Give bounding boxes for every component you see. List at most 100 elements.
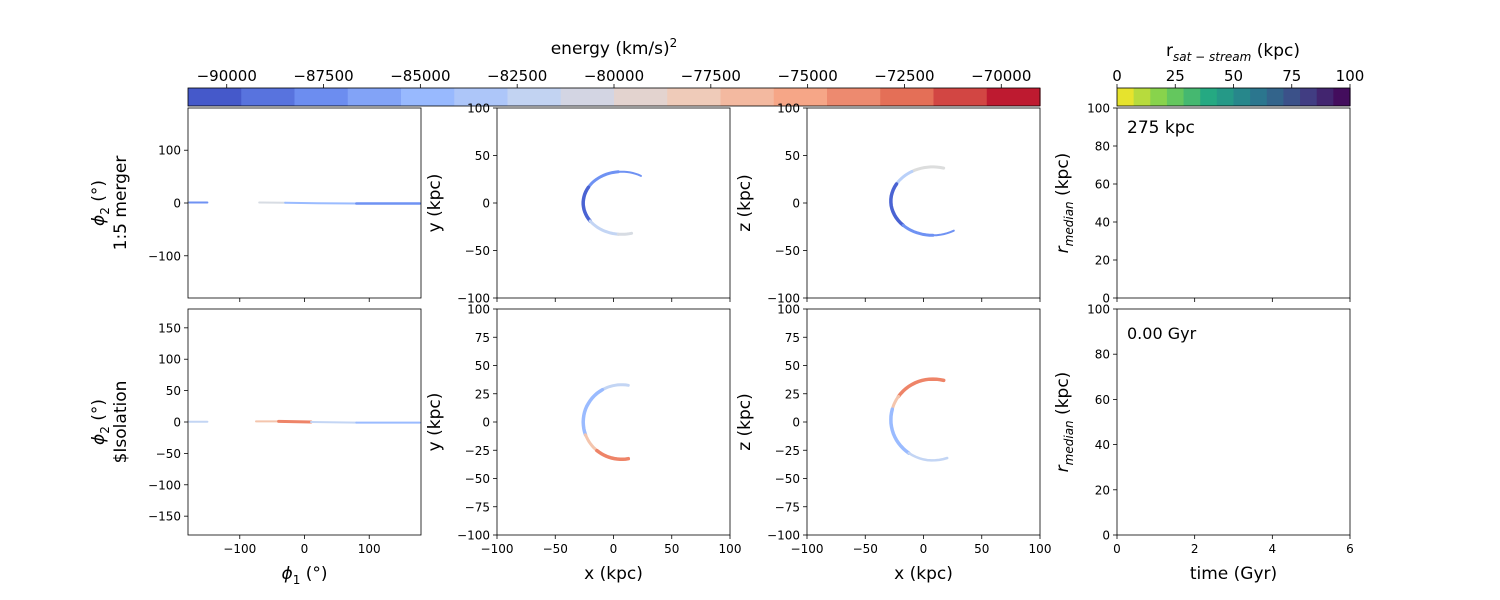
y-tick-label: −100 <box>767 292 800 306</box>
y-tick-label: −100 <box>148 249 181 263</box>
y-tick-label: 100 <box>1087 102 1110 116</box>
y-tick-label: 150 <box>158 321 181 335</box>
plot-content <box>188 419 421 424</box>
y-tick-label: 100 <box>1087 303 1110 317</box>
colorbar-segment <box>827 88 881 106</box>
stream-segment <box>584 433 599 453</box>
colorbar-segment <box>1117 88 1135 106</box>
y-tick-label: 25 <box>475 387 490 401</box>
plot-area <box>497 108 730 298</box>
colorbar-tick-label: −80000 <box>584 67 644 85</box>
colorbar-tick-label: 75 <box>1282 67 1301 85</box>
y-tick-label: 50 <box>166 384 181 398</box>
y-tick-label: 100 <box>467 303 490 317</box>
stream-segment <box>931 229 955 237</box>
stream-segment <box>595 448 631 462</box>
colorbar-segment <box>294 88 349 106</box>
y-axis-label: y (kpc) <box>425 393 445 452</box>
y-tick-label: 0 <box>173 197 181 211</box>
row2-r-axes: 0 20 40 60 80 100 0 2 4 6 rmedian (kpc) time (Gyr) 0… <box>1053 303 1354 585</box>
y-axis-label: z (kpc) <box>735 174 755 232</box>
rsat-colorbar: 0 25 50 75 100 rsat − stream (kpc) <box>1112 41 1364 107</box>
plot-area <box>497 309 730 535</box>
x-tick-label: 0 <box>301 542 309 556</box>
y-label-unit: (kpc) <box>1053 372 1073 421</box>
plot-area <box>1117 108 1350 298</box>
row1-r-axes: 0 20 40 60 80 100 rmedian (kpc) 275 kpc <box>1053 102 1351 306</box>
axes-frame <box>496 107 731 299</box>
colorbar-tick-label: −75000 <box>777 67 837 85</box>
stream-segment <box>617 170 642 177</box>
x-tick-label: 100 <box>358 542 381 556</box>
y-tick-label: 20 <box>1095 254 1110 268</box>
colorbar-segment <box>1316 88 1334 106</box>
y-tick-label: −150 <box>148 510 181 524</box>
row2-xy-axes: −100 −75 −50 −25 0 25 50 75 100 −100 −50 0 50 100 y (k… <box>425 303 741 585</box>
y-label-main: r <box>1053 245 1073 253</box>
plot-content <box>581 170 642 236</box>
colorbar-tick-label: −85000 <box>390 67 450 85</box>
y-tick-label: −50 <box>775 244 800 258</box>
colorbar-segment <box>1200 88 1218 106</box>
colorbar-segment <box>933 88 988 106</box>
row1-xz-axes: −100 −50 0 50 100 z (kpc) <box>735 102 1041 306</box>
colorbar-segment <box>1233 88 1251 106</box>
energy-label-text: energy (km/s) <box>551 39 670 59</box>
x-axis-label: x (kpc) <box>894 564 953 584</box>
y-label-subscript: median <box>1062 201 1076 246</box>
plot-area <box>1117 309 1350 535</box>
y-tick-label: 100 <box>158 144 181 158</box>
y-axis-label: rmedian (kpc) <box>1053 153 1076 254</box>
distance-annotation: 275 kpc <box>1127 118 1195 138</box>
colorbar-segment <box>454 88 509 106</box>
stream-segment <box>889 182 905 228</box>
energy-colorbar-label: energy (km/s)2 <box>551 36 678 59</box>
colorbar-segment <box>667 88 722 106</box>
colorbar-segment <box>1150 88 1168 106</box>
time-annotation: 0.00 Gyr <box>1127 324 1197 343</box>
colorbar-segment <box>1183 88 1201 106</box>
energy-colorbar: −90000 −87500 −85000 −82500 −80000 −77500 −750… <box>187 36 1041 107</box>
x-tick-label: 0 <box>920 542 928 556</box>
stream-segment <box>586 170 620 189</box>
y-tick-label: −75 <box>465 500 490 514</box>
plot-content <box>889 165 955 237</box>
x-tick-label: −50 <box>853 542 878 556</box>
y-label-unit: (kpc) <box>1053 153 1073 202</box>
rsat-label-subscript: sat − stream <box>1173 50 1251 64</box>
rsat-label-unit: (kpc) <box>1251 41 1300 61</box>
rsat-label-main: r <box>1166 41 1173 61</box>
y-label-main: ϕ <box>89 215 109 226</box>
x-axis-label: ϕ1 (°) <box>281 564 327 587</box>
y-tick-label: −50 <box>465 244 490 258</box>
plot-content <box>188 201 421 205</box>
y-axis-label-line2: 1:5 merger <box>111 156 131 251</box>
stream-segment <box>895 170 914 186</box>
colorbar-segment <box>1333 88 1351 106</box>
stream-segment <box>277 419 313 424</box>
colorbar-segment <box>507 88 562 106</box>
colorbar-segment <box>401 88 455 106</box>
axes-frame <box>806 107 1041 299</box>
plot-content <box>581 383 631 462</box>
colorbar-segment <box>1250 88 1268 106</box>
y-tick-label: 100 <box>777 303 800 317</box>
y-tick-label: 75 <box>785 331 800 345</box>
axes-frame <box>806 308 1041 536</box>
stream-segment <box>910 165 946 173</box>
y-tick-label: −50 <box>775 472 800 486</box>
y-tick-label: 100 <box>158 353 181 367</box>
y-label-unit: (°) <box>89 180 109 207</box>
x-tick-label: 4 <box>1269 542 1277 556</box>
y-axis-label: ϕ2 (°) <box>89 399 112 445</box>
colorbar-segment <box>1166 88 1185 106</box>
x-label-subscript: 1 <box>293 573 301 587</box>
y-tick-label: −100 <box>767 529 800 543</box>
x-label-main: ϕ <box>281 564 292 584</box>
x-tick-label: 50 <box>974 542 989 556</box>
x-tick-label: 6 <box>1346 542 1354 556</box>
colorbar-segment <box>1216 88 1235 106</box>
colorbar-tick-label: −87500 <box>293 67 353 85</box>
